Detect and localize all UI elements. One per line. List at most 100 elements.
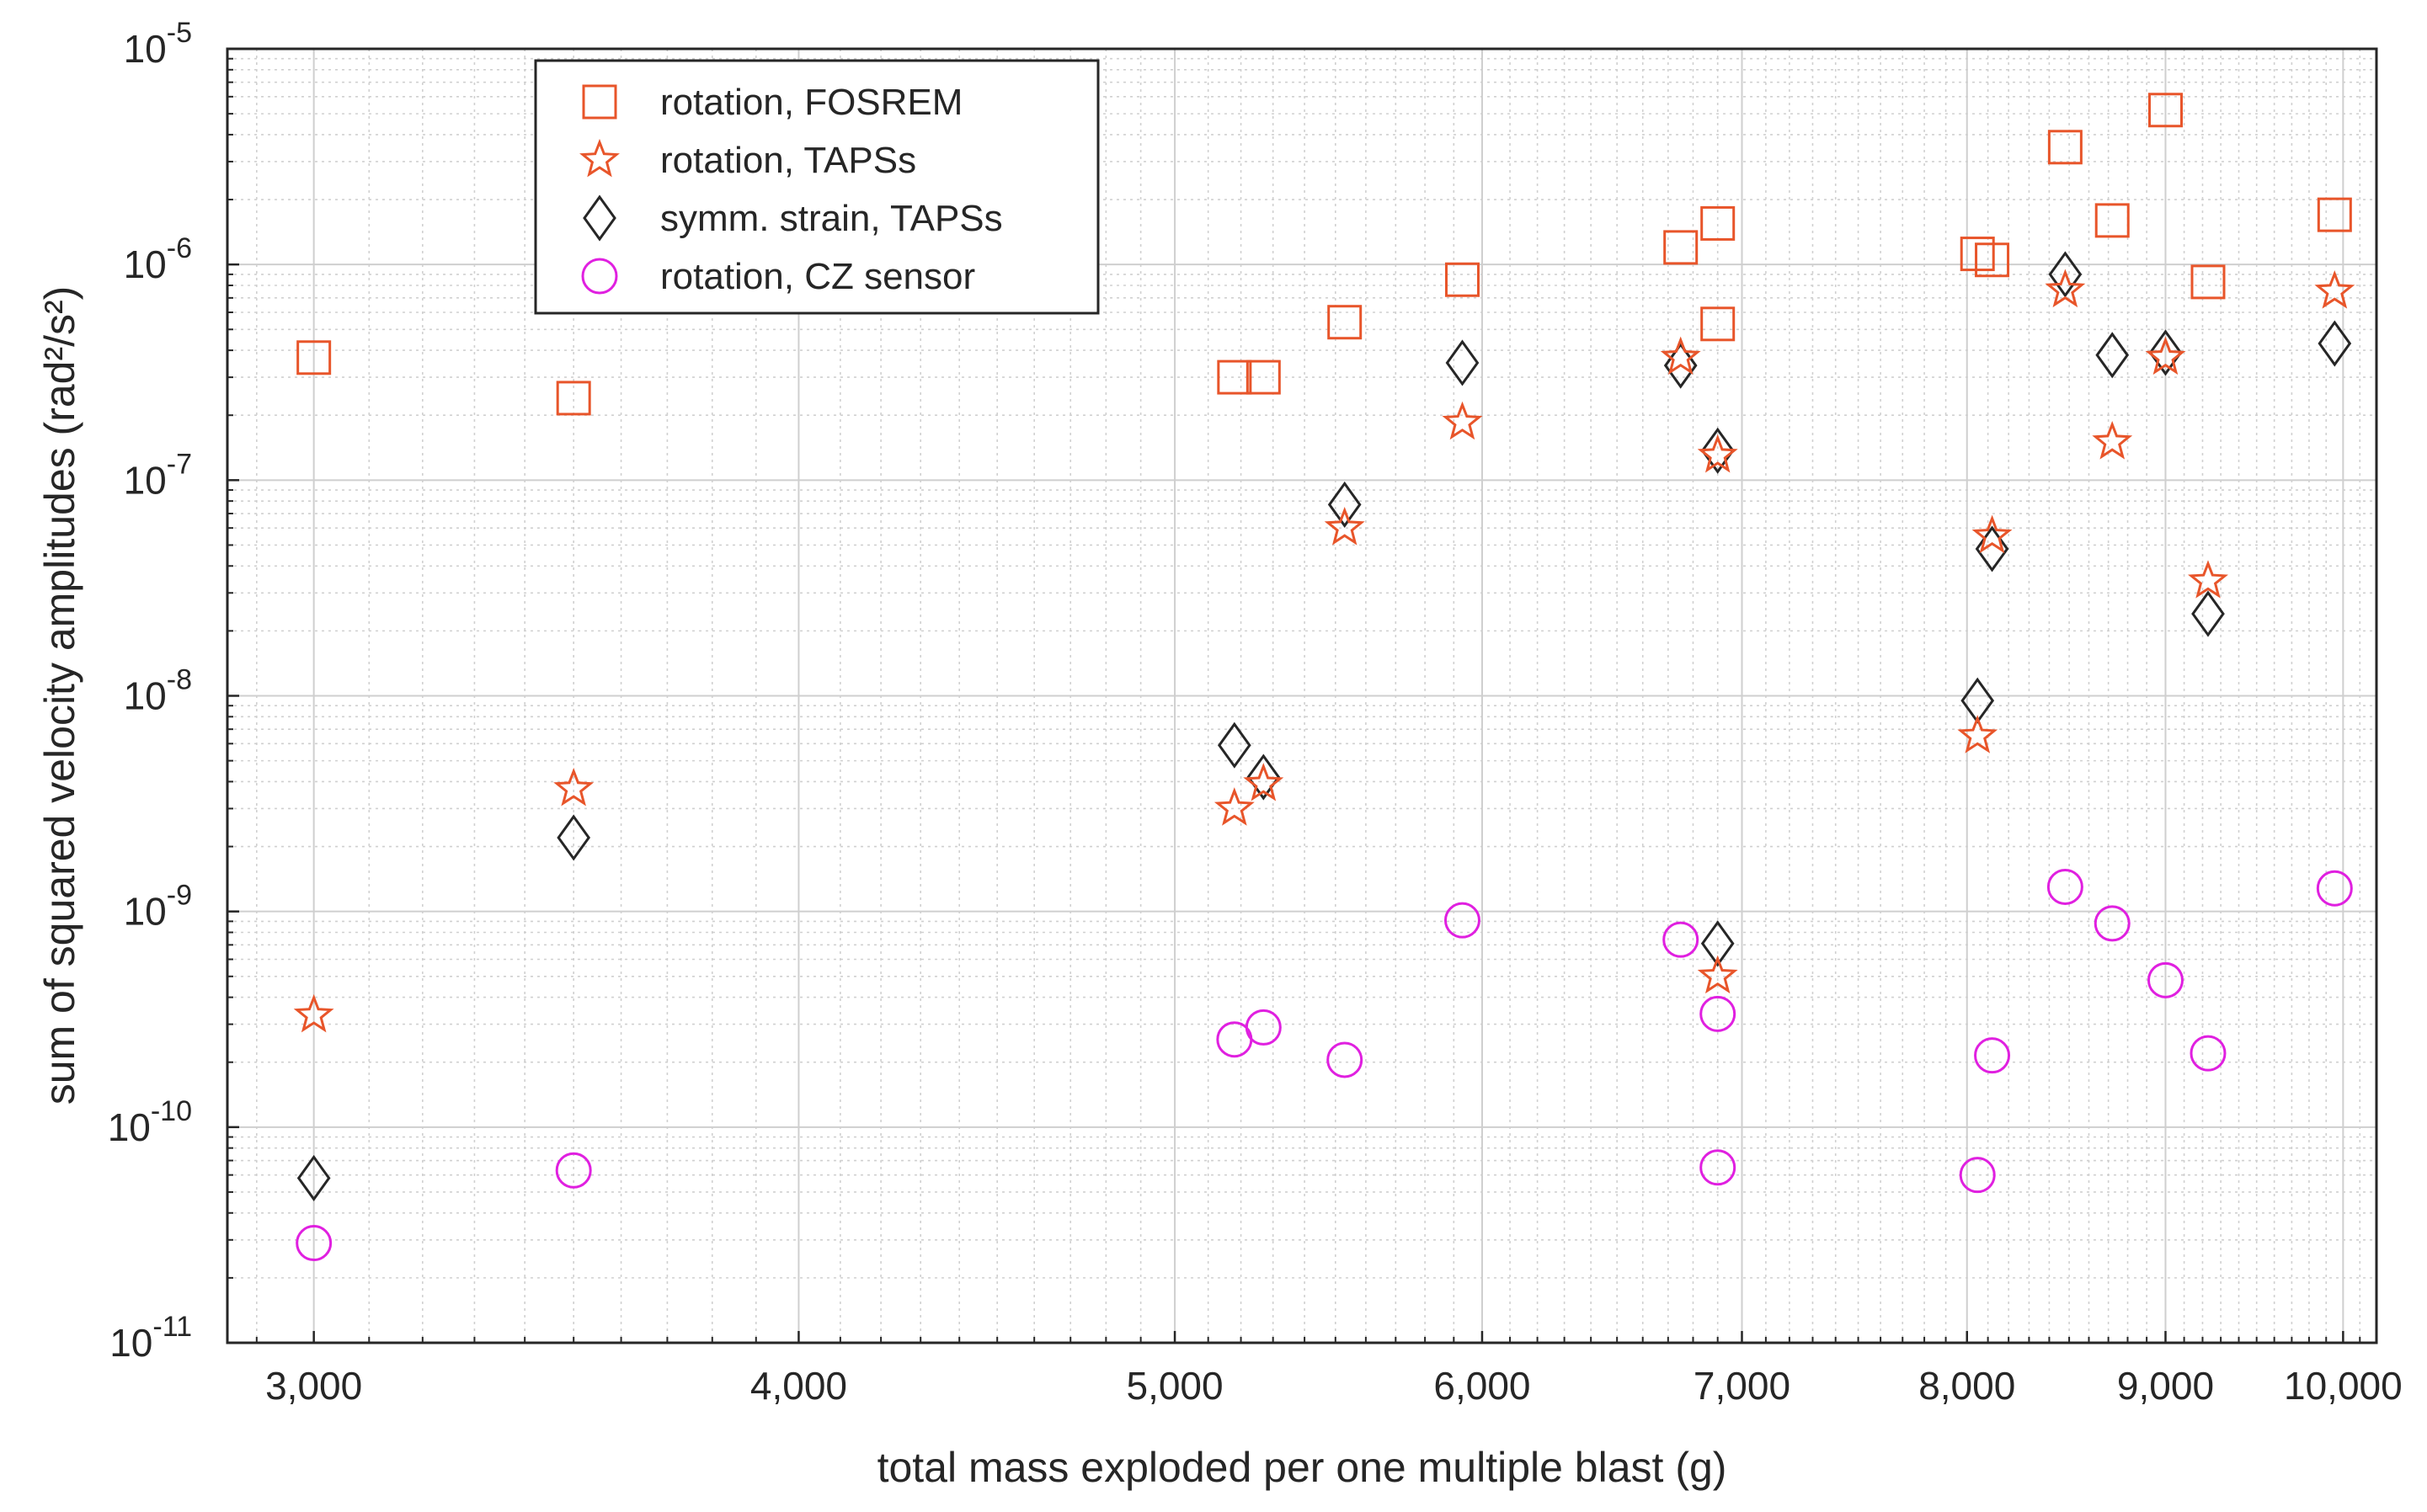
- y-axis-label-units: (rad²/s²): [36, 286, 83, 436]
- data-point-square: [2047, 130, 2083, 165]
- data-point-circle: [1245, 1009, 1282, 1046]
- legend-marker-diamond: [583, 194, 616, 242]
- x-tick-label: 7,000: [1694, 1364, 1790, 1408]
- x-axis-label: total mass exploded per one multiple bla…: [877, 1444, 1727, 1491]
- data-point-circle: [2316, 870, 2353, 907]
- series-circle: [296, 868, 2353, 1262]
- y-tick-label: 10-10: [108, 1095, 192, 1149]
- data-point-diamond: [2191, 590, 2225, 637]
- data-point-square: [1663, 230, 1699, 265]
- data-point-circle: [1699, 995, 1736, 1032]
- x-tick-label: 6,000: [1433, 1364, 1530, 1408]
- data-point-square: [1700, 306, 1736, 342]
- y-tick-exponent: -6: [167, 232, 192, 264]
- y-tick-base: 10: [124, 242, 167, 286]
- data-point-square: [1960, 237, 1995, 272]
- data-point-diamond: [1700, 920, 1735, 967]
- data-point-diamond: [296, 1154, 331, 1202]
- data-point-diamond: [1700, 427, 1735, 474]
- data-point-circle: [2094, 905, 2131, 942]
- data-point-star: [293, 993, 334, 1033]
- data-point-star: [1243, 763, 1284, 801]
- data-point-diamond: [557, 814, 591, 861]
- data-point-star: [2145, 336, 2186, 375]
- data-point-square: [1444, 262, 1480, 297]
- data-point-square: [1217, 359, 1252, 395]
- y-tick-base: 10: [124, 890, 167, 934]
- x-axis-ticks: 3,000 4,000 5,000 6,000 7,000 8,000 9,000 10,00…: [255, 1331, 2403, 1408]
- data-point-circle: [1326, 1041, 1363, 1078]
- legend: rotation, FOSREM rotation, TAPSs symm. str…: [534, 59, 1100, 315]
- y-tick-label: 10-5: [124, 17, 192, 71]
- y-axis-label: sum of squared velocity amplitudes (rad²…: [36, 286, 83, 1105]
- legend-label: rotation, FOSREM: [660, 82, 963, 123]
- y-axis-label-text: sum of squared velocity amplitudes: [36, 447, 83, 1105]
- data-point-star: [2188, 560, 2228, 599]
- data-point-circle: [1974, 1037, 2011, 1074]
- x-tick-label: 4,000: [750, 1364, 847, 1408]
- y-tick-exponent: -9: [167, 880, 192, 912]
- data-point-diamond: [1445, 339, 1480, 386]
- y-tick-label: 10-8: [124, 664, 192, 718]
- x-tick-label: 10,000: [2284, 1364, 2403, 1408]
- data-point-circle: [2190, 1035, 2227, 1072]
- y-tick-exponent: -5: [167, 17, 192, 49]
- data-point-star: [2045, 269, 2086, 308]
- data-point-diamond: [1975, 525, 2009, 572]
- series-square: [296, 93, 2352, 416]
- data-point-circle: [1662, 921, 1699, 958]
- y-tick-exponent: -7: [167, 448, 192, 480]
- data-point-star: [1324, 507, 1365, 546]
- data-point-diamond: [1327, 481, 1362, 528]
- y-tick-base: 10: [109, 1321, 152, 1365]
- data-point-circle: [2046, 868, 2083, 905]
- data-point-circle: [1699, 1149, 1736, 1186]
- y-tick-base: 10: [124, 27, 167, 71]
- data-marks: [293, 93, 2355, 1262]
- data-point-diamond: [1246, 753, 1281, 801]
- data-point-diamond: [2318, 320, 2352, 367]
- y-tick-exponent: -10: [151, 1095, 192, 1127]
- legend-box: [534, 59, 1100, 315]
- data-point-square: [2094, 203, 2130, 238]
- y-tick-label: 10-7: [124, 448, 192, 502]
- x-tick-label: 3,000: [265, 1364, 362, 1408]
- data-point-square: [2147, 93, 2183, 128]
- y-tick-base: 10: [124, 674, 167, 718]
- data-point-circle: [555, 1152, 592, 1189]
- data-point-star: [1957, 715, 1998, 753]
- data-point-circle: [2147, 961, 2184, 998]
- data-point-star: [1697, 955, 1738, 994]
- x-tick-label: 5,000: [1126, 1364, 1223, 1408]
- data-point-square: [2317, 197, 2352, 232]
- series-star: [293, 269, 2355, 1033]
- data-point-square: [1327, 305, 1363, 340]
- y-tick-exponent: -8: [167, 664, 192, 696]
- y-tick-label: 10-6: [124, 232, 192, 286]
- data-point-circle: [296, 1225, 333, 1262]
- y-tick-exponent: -11: [152, 1311, 192, 1343]
- data-point-diamond: [2095, 332, 2130, 379]
- x-tick-label: 8,000: [1918, 1364, 2015, 1408]
- data-point-star: [1697, 434, 1738, 473]
- legend-label: rotation, CZ sensor: [660, 256, 975, 297]
- y-tick-base: 10: [108, 1105, 151, 1149]
- y-tick-label: 10-9: [124, 880, 192, 934]
- data-point-square: [556, 381, 591, 416]
- data-point-circle: [1443, 902, 1480, 939]
- data-point-star: [1971, 514, 2013, 554]
- data-point-diamond: [2148, 329, 2183, 376]
- data-point-star: [2092, 421, 2133, 460]
- data-point-diamond: [1217, 721, 1251, 769]
- legend-label: symm. strain, TAPSs: [660, 198, 1003, 239]
- data-point-square: [2190, 264, 2226, 300]
- legend-label: rotation, TAPSs: [660, 140, 916, 181]
- data-point-square: [1975, 242, 2010, 278]
- data-point-diamond: [2048, 251, 2083, 298]
- data-point-circle: [1959, 1157, 1996, 1194]
- data-point-square: [1700, 205, 1736, 241]
- data-point-star: [1442, 401, 1483, 440]
- data-point-star: [2314, 270, 2355, 309]
- data-point-star: [1214, 787, 1255, 826]
